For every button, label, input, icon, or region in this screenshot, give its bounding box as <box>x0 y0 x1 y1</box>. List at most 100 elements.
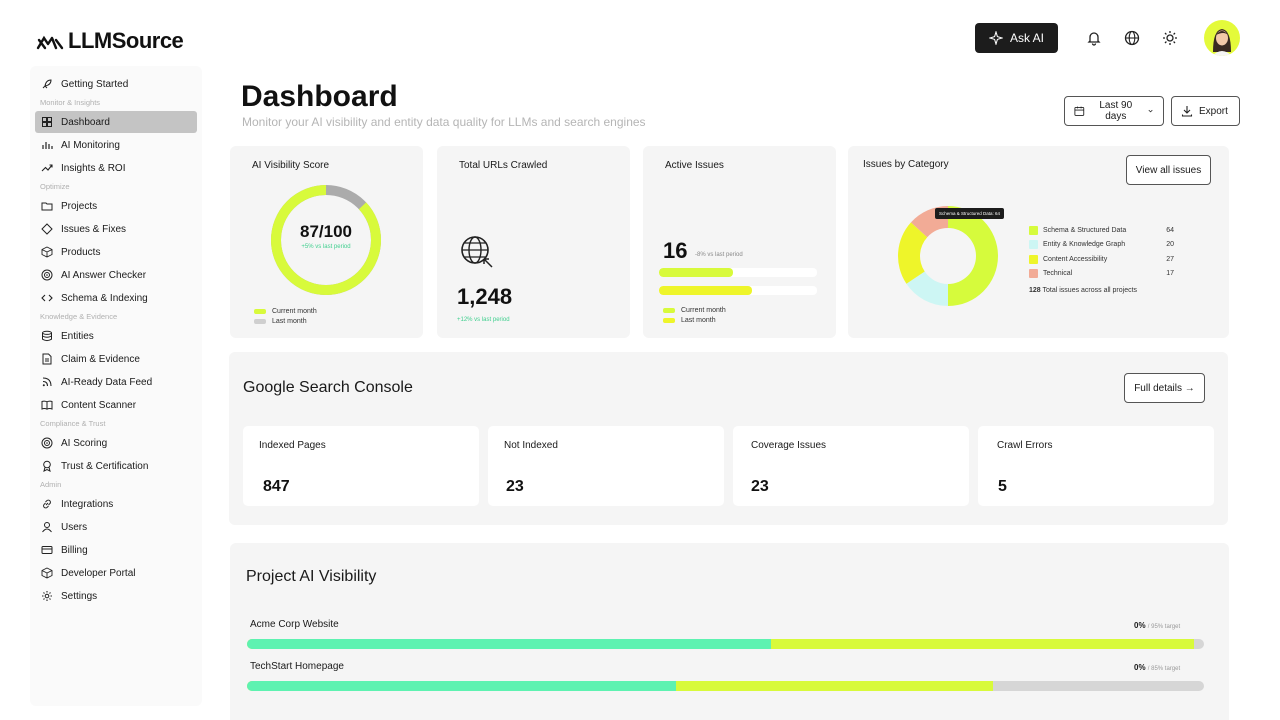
sidebar-item-issues-fixes[interactable]: Issues & Fixes <box>35 218 197 240</box>
view-all-issues-button[interactable]: View all issues <box>1126 155 1211 185</box>
sidebar-item-content-scanner[interactable]: Content Scanner <box>35 394 197 416</box>
stat-value: 847 <box>263 478 290 495</box>
progress-segment-primary <box>247 681 676 691</box>
user-avatar-icon <box>1212 29 1232 56</box>
theme-toggle-button[interactable] <box>1158 26 1182 50</box>
sidebar-item-label: Entities <box>61 330 94 342</box>
project-visibility-panel: Project AI Visibility <box>230 543 1229 720</box>
bar-chart-icon <box>42 142 53 149</box>
ask-ai-button[interactable]: Ask AI <box>974 23 1058 53</box>
issues-last-bar <box>659 286 817 295</box>
sidebar-item-projects[interactable]: Projects <box>35 195 197 217</box>
active-issues-delta: -8% vs last period <box>695 252 743 258</box>
active-issues-value: 16 <box>663 238 688 263</box>
sidebar-item-schema-indexing[interactable]: Schema & Indexing <box>35 287 197 309</box>
full-details-label: Full details → <box>1134 382 1195 394</box>
sidebar-item-label: Products <box>61 246 101 258</box>
sidebar-item-ai-monitoring[interactable]: AI Monitoring <box>35 134 197 156</box>
donut-tooltip: Schema & Structured Data: 64 <box>935 208 1005 219</box>
project-name: TechStart Homepage <box>250 661 344 672</box>
stat-label: Crawl Errors <box>997 440 1053 451</box>
nav-section-label: Compliance & Trust <box>40 419 106 428</box>
gsc-crawl-errors: Crawl Errors 5 <box>978 426 1214 506</box>
topbar-actions: Ask AI <box>974 20 1240 56</box>
sidebar-item-ai-scoring[interactable]: AI Scoring <box>35 432 197 454</box>
issues-current-fill <box>659 268 734 277</box>
sidebar-item-label: Projects <box>61 200 98 212</box>
sidebar-item-users[interactable]: Users <box>35 516 197 538</box>
sidebar-item-integrations[interactable]: Integrations <box>35 493 197 515</box>
gsc-not-indexed: Not Indexed 23 <box>488 426 724 506</box>
category-legend: Schema & Structured Data 64 Entity & Knowl… <box>1029 223 1174 281</box>
sidebar-item-ai-ready-data-feed[interactable]: AI-Ready Data Feed <box>35 371 197 393</box>
sidebar-item-label: Billing <box>61 544 88 556</box>
card-title: AI Visibility Score <box>252 160 330 171</box>
issues-last-fill <box>659 286 753 295</box>
rss-icon <box>42 377 52 387</box>
total-issues-label: Total issues across all projects <box>1042 287 1138 294</box>
sidebar-item-trust-certification[interactable]: Trust & Certification <box>35 455 197 477</box>
box-icon <box>41 246 53 258</box>
donut-slice-content-accessibility[interactable] <box>898 222 928 284</box>
legend-label: Content Accessibility <box>1043 255 1108 263</box>
card-icon <box>41 546 53 554</box>
legend-label: Entity & Knowledge Graph <box>1043 241 1126 249</box>
sidebar-item-label: AI-Ready Data Feed <box>61 376 153 388</box>
award-icon <box>43 460 51 472</box>
visibility-score-ring <box>271 185 381 295</box>
sun-icon <box>1163 31 1177 45</box>
gsc-coverage-issues: Coverage Issues 23 <box>733 426 969 506</box>
full-details-button[interactable]: Full details → <box>1124 373 1205 403</box>
sidebar-item-ai-answer-checker[interactable]: AI Answer Checker <box>35 264 197 286</box>
export-button[interactable]: Export <box>1171 96 1240 126</box>
sidebar-item-entities[interactable]: Entities <box>35 325 197 347</box>
gsc-indexed-pages: Indexed Pages 847 <box>243 426 479 506</box>
brand-logo[interactable]: LLMSource <box>36 28 184 54</box>
rocket-icon <box>42 79 52 89</box>
legend-current: Current month <box>663 305 726 315</box>
project-progress-bar-techstart <box>247 681 1204 691</box>
stat-value: 23 <box>506 478 524 495</box>
sidebar-item-insights-roi[interactable]: Insights & ROI <box>35 157 197 179</box>
avatar[interactable] <box>1204 20 1240 56</box>
brand-name: LLMSource <box>68 28 184 53</box>
dashboard-icon <box>42 117 52 127</box>
ai-visibility-card: AI Visibility Score 87/100 +5% vs last p… <box>230 146 423 338</box>
language-button[interactable] <box>1120 26 1144 50</box>
sidebar-item-label: Settings <box>61 590 98 602</box>
stat-label: Coverage Issues <box>751 440 827 451</box>
sidebar-item-label: Issues & Fixes <box>61 223 127 235</box>
ring-fill <box>271 185 381 295</box>
sidebar-item-label: Dashboard <box>61 116 110 128</box>
total-issues: 128 Total issues across all projects <box>1029 287 1137 294</box>
sidebar-item-claim-evidence[interactable]: Claim & Evidence <box>35 348 197 370</box>
sidebar-item-billing[interactable]: Billing <box>35 539 197 561</box>
logo-icon <box>36 35 64 50</box>
notifications-button[interactable] <box>1082 26 1106 50</box>
sidebar-item-dashboard[interactable]: Dashboard <box>35 111 197 133</box>
document-icon <box>42 353 52 365</box>
link-icon <box>43 499 51 509</box>
trend-icon <box>41 164 53 172</box>
donut-slice-schema-structured-data[interactable] <box>948 206 998 306</box>
donut-slice-entity-knowledge-graph[interactable] <box>906 271 948 306</box>
nav-section-label: Admin <box>40 480 62 489</box>
issues-legend: Current month Last month <box>663 305 726 325</box>
date-range-dropdown[interactable]: Last 90 days <box>1064 96 1164 126</box>
issues-by-category-card: Issues by Category View all issues Schem… <box>848 146 1229 338</box>
category-donut-chart <box>898 206 998 306</box>
stat-label: Not Indexed <box>504 440 558 451</box>
legend-label: Technical <box>1043 270 1073 278</box>
legend-value: 20 <box>1166 241 1174 249</box>
urls-crawled-delta: +12% vs last period <box>457 317 510 323</box>
sidebar-item-label: Claim & Evidence <box>61 353 140 365</box>
sidebar-item-settings[interactable]: Settings <box>35 585 197 607</box>
sidebar-item-developer-portal[interactable]: Developer Portal <box>35 562 197 584</box>
sidebar-item-getting-started[interactable]: Getting Started <box>35 73 197 95</box>
sidebar-item-label: Schema & Indexing <box>61 292 148 304</box>
sidebar-item-products[interactable]: Products <box>35 241 197 263</box>
legend-current: Current month <box>254 306 317 316</box>
stat-value: 23 <box>751 478 769 495</box>
urls-crawled-value: 1,248 <box>457 284 513 309</box>
